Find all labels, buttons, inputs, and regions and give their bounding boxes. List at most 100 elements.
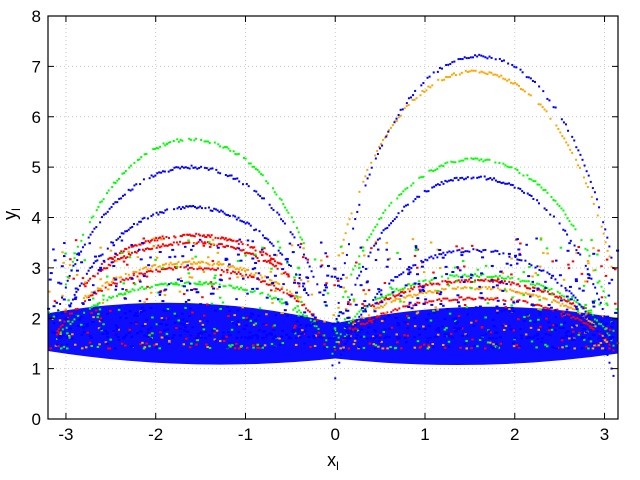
- cloud-point-s3-70: [130, 244, 133, 247]
- point-s0-a4-139: [612, 349, 615, 352]
- cloud-point-s1-110: [252, 323, 256, 326]
- blue-cloud-point-248: [237, 331, 241, 334]
- blue-cloud-point-267: [565, 295, 569, 298]
- point-s3-a1-38: [123, 193, 126, 196]
- point-s3-a4-119: [572, 294, 575, 297]
- point-s2-a1-12: [358, 255, 361, 258]
- point-s0-a4-133: [600, 334, 603, 337]
- point-s2-a3-6: [337, 336, 340, 339]
- cloud-point-s2-157: [96, 345, 100, 348]
- point-s3-a4-13: [360, 313, 363, 316]
- point-s2-a0-132: [290, 216, 293, 219]
- point-s0-a1-14: [104, 267, 107, 270]
- point-s2-a3-100: [531, 283, 534, 286]
- blue-cloud-point-150: [112, 330, 116, 333]
- cloud-point-s2-177: [576, 310, 580, 313]
- point-s2-a1-100: [534, 180, 537, 183]
- point-s0-a2-36: [123, 279, 126, 282]
- cloud-point-s3-2: [478, 285, 481, 288]
- cloud-point-s2-119: [175, 265, 179, 268]
- point-s0-a3-35: [422, 284, 425, 287]
- cloud-point-s2-143: [123, 293, 127, 296]
- point-s0-a2-69: [185, 265, 188, 268]
- point-s2-a0-73: [189, 138, 192, 141]
- point-s2-a1-132: [598, 280, 601, 283]
- point-s1-a1-125: [276, 282, 279, 285]
- point-s2-a3-68: [465, 275, 468, 278]
- point-s2-a2-126: [300, 311, 303, 314]
- cloud-point-s1-64: [275, 254, 278, 257]
- blue-cloud-point-157: [336, 277, 340, 280]
- point-s2-a1-55: [444, 162, 447, 165]
- cloud-point-s3-194: [121, 288, 124, 291]
- point-s3-a1-115: [270, 207, 273, 210]
- cloud-point-s1-23: [422, 325, 425, 328]
- cloud-point-s1-205: [380, 340, 383, 343]
- point-s0-a2-55: [158, 270, 161, 273]
- point-s2-a3-129: [591, 313, 594, 316]
- point-s0-a1-39: [143, 249, 146, 252]
- point-s1-a0-104: [543, 108, 546, 111]
- blue-cloud-point-91: [414, 304, 418, 307]
- cloud-point-s1-20: [290, 244, 294, 247]
- point-s0-a4-114: [562, 310, 565, 313]
- cloud-point-s3-17: [584, 316, 587, 319]
- point-s1-a1-83: [211, 264, 214, 267]
- point-s1-a1-133: [289, 290, 292, 293]
- point-s2-a3-88: [507, 275, 510, 278]
- point-s3-a4-55: [444, 254, 447, 257]
- cloud-point-s1-216: [334, 268, 337, 271]
- point-s1-a2-124: [568, 306, 571, 309]
- point-s3-a3-60: [455, 176, 458, 179]
- point-s3-a2-52: [155, 211, 158, 214]
- blue-cloud-point-250: [261, 337, 265, 340]
- cloud-point-s0-18: [109, 309, 112, 312]
- point-s2-a3-120: [573, 299, 576, 302]
- point-s1-a0-74: [484, 72, 487, 75]
- point-s0-a3-93: [508, 280, 511, 283]
- cloud-point-s2-137: [221, 301, 225, 304]
- cloud-point-s2-215: [596, 253, 599, 256]
- point-s3-a0-69: [467, 57, 470, 60]
- cloud-point-s1-94: [337, 306, 340, 309]
- cloud-point-s0-214: [112, 277, 116, 280]
- point-s0-a0-85: [210, 234, 213, 237]
- point-s2-a0-33: [121, 172, 124, 175]
- point-s2-a1-52: [438, 165, 441, 168]
- point-s0-a4-113: [560, 312, 563, 315]
- point-s1-a1-2: [86, 296, 89, 299]
- point-s0-a0-95: [223, 238, 226, 241]
- cloud-point-s3-112: [553, 328, 557, 331]
- cloud-point-s1-136: [218, 340, 222, 343]
- point-s0-a2-97: [237, 271, 240, 274]
- cloud-point-s1-48: [538, 265, 542, 268]
- cloud-point-s3-98: [332, 329, 335, 332]
- cloud-point-s2-152: [528, 265, 531, 268]
- cloud-point-s2-29: [156, 291, 160, 294]
- point-s2-a0-126: [280, 198, 283, 201]
- point-s0-a4-52: [438, 298, 441, 301]
- cloud-point-s0-69: [188, 346, 192, 349]
- point-s3-a0-86: [502, 59, 505, 62]
- point-s3-a3-4: [350, 293, 353, 296]
- point-s2-a3-62: [453, 275, 456, 278]
- cloud-point-s3-184: [610, 278, 614, 281]
- point-s0-a3-61: [460, 279, 463, 282]
- point-s1-a0-73: [482, 71, 485, 74]
- point-s3-a0-5: [335, 317, 338, 320]
- point-s1-a0-122: [579, 166, 582, 169]
- point-s1-a0-105: [545, 110, 548, 113]
- blue-cloud-point-303: [582, 328, 586, 331]
- point-s0-a0-38: [149, 239, 152, 242]
- cloud-point-s1-1: [207, 256, 210, 259]
- blue-cloud-point-427: [264, 336, 268, 339]
- point-s1-a2-33: [409, 294, 412, 297]
- cloud-point-s1-168: [441, 343, 445, 346]
- point-s1-a1-16: [107, 282, 110, 285]
- x-tick-label-5: 2: [510, 425, 519, 444]
- point-s3-a3-139: [603, 315, 606, 318]
- cloud-point-s0-204: [375, 316, 379, 319]
- point-s0-a4-35: [404, 305, 407, 308]
- point-s2-a1-1: [336, 319, 339, 322]
- point-s3-a1-75: [194, 166, 197, 169]
